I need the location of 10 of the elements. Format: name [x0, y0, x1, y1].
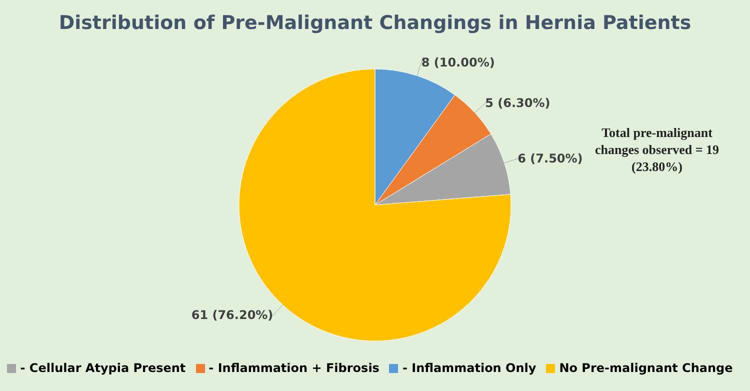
data-label: 5 (6.30%) [485, 96, 550, 110]
data-label: 8 (10.00%) [421, 55, 495, 70]
data-label: 6 (7.50%) [518, 152, 583, 166]
legend-label: - Inflammation + Fibrosis [208, 361, 380, 375]
text: Total pre-malignant changes observed = 19 (23.80%) [594, 124, 720, 175]
legend-label: - Inflammation Only [402, 361, 536, 375]
legend-label: - Cellular Atypia Present [20, 361, 186, 375]
legend-label: No Pre-malignant Change [559, 361, 733, 375]
chart-title: Distribution of Pre-Malignant Changings in Hernia Patients [58, 12, 692, 36]
data-label: 61 (76.20%) [191, 308, 274, 322]
